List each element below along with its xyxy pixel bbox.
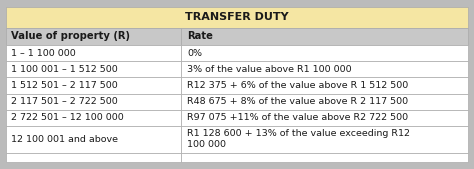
Bar [6,77,182,94]
Bar [182,61,468,77]
Bar [6,94,182,110]
Text: 12 100 001 and above: 12 100 001 and above [11,135,119,144]
Text: R97 075 +11% of the value above R2 722 500: R97 075 +11% of the value above R2 722 5… [187,113,408,122]
Text: 1 512 501 – 2 117 500: 1 512 501 – 2 117 500 [11,81,118,90]
Bar [182,28,468,45]
Text: R1 128 600 + 13% of the value exceeding R12
100 000: R1 128 600 + 13% of the value exceeding … [187,129,410,149]
Bar [182,126,468,153]
Text: 1 100 001 – 1 512 500: 1 100 001 – 1 512 500 [11,65,118,74]
Text: R12 375 + 6% of the value above R 1 512 500: R12 375 + 6% of the value above R 1 512 … [187,81,409,90]
Bar [182,45,468,61]
Bar [6,110,182,126]
Text: 3% of the value above R1 100 000: 3% of the value above R1 100 000 [187,65,352,74]
Bar [6,7,468,28]
Bar [182,77,468,94]
Bar [6,126,182,153]
Text: 1 – 1 100 000: 1 – 1 100 000 [11,49,76,57]
Text: 2 722 501 – 12 100 000: 2 722 501 – 12 100 000 [11,113,124,122]
Text: Value of property (R): Value of property (R) [11,31,130,41]
Text: 2 117 501 – 2 722 500: 2 117 501 – 2 722 500 [11,97,118,106]
Text: Rate: Rate [187,31,213,41]
Bar [6,61,182,77]
Bar [182,153,468,162]
Text: R48 675 + 8% of the value above R 2 117 500: R48 675 + 8% of the value above R 2 117 … [187,97,408,106]
Bar [6,45,182,61]
Bar [6,28,182,45]
Bar [182,110,468,126]
Text: TRANSFER DUTY: TRANSFER DUTY [185,12,289,22]
Text: 0%: 0% [187,49,202,57]
Bar [6,153,182,162]
Bar [182,94,468,110]
